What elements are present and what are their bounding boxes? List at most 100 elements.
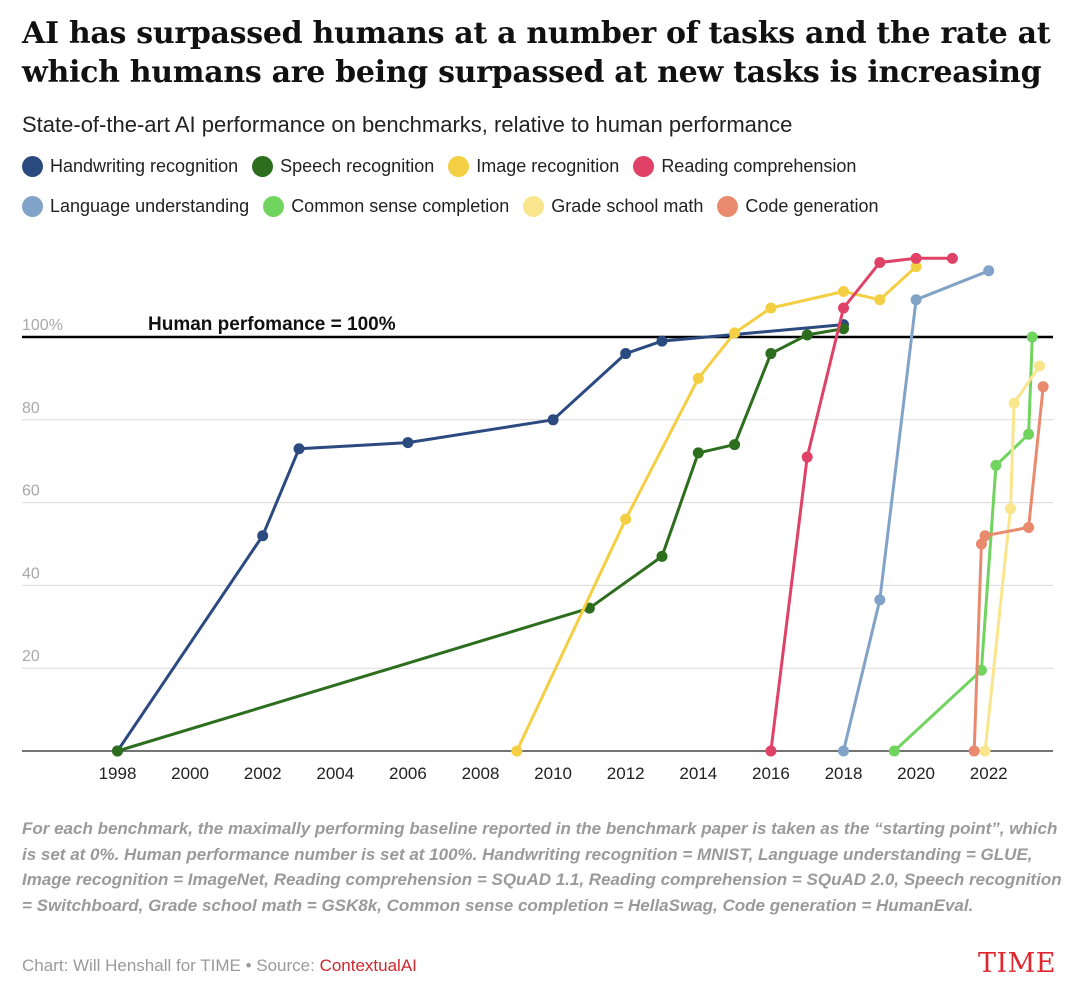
- point-reading-comprehension-3: [874, 256, 886, 268]
- x-tick-label-2018: 2018: [825, 764, 863, 783]
- point-code-generation-3: [1023, 521, 1035, 533]
- legend-label: Handwriting recognition: [50, 155, 239, 176]
- point-code-generation-1: [975, 538, 987, 550]
- legend-item-code-generation: Code generation: [717, 195, 879, 217]
- y-tick-label-100: 100%: [22, 317, 63, 334]
- x-tick-label-2020: 2020: [897, 764, 935, 783]
- point-speech-recognition-4: [729, 439, 741, 451]
- x-tick-label-1998: 1998: [99, 764, 137, 783]
- point-speech-recognition-5: [765, 348, 777, 360]
- legend-item-image-recognition: Image recognition: [448, 155, 620, 177]
- legend-item-grade-school-math: Grade school math: [523, 195, 704, 217]
- point-image-recognition-5: [838, 285, 849, 297]
- point-language-understanding-0: [838, 745, 849, 757]
- x-tick-label-2012: 2012: [607, 764, 645, 783]
- point-language-understanding-3: [983, 265, 995, 277]
- credit-text: Chart: Will Henshall for TIME • Source:: [22, 956, 320, 975]
- point-reading-comprehension-0: [765, 745, 777, 757]
- legend-label: Reading comprehension: [661, 155, 857, 176]
- y-tick-label-80: 80: [22, 400, 40, 417]
- legend-swatch-reading-comprehension: [633, 155, 655, 177]
- point-handwriting-recognition-3: [402, 437, 414, 449]
- legend-swatch-grade-school-math: [523, 195, 545, 217]
- point-code-generation-4: [1037, 381, 1049, 393]
- point-code-generation-0: [968, 745, 980, 757]
- x-tick-label-2000: 2000: [171, 764, 209, 783]
- human-performance-label: Human perfomance = 100%: [148, 314, 396, 335]
- point-reading-comprehension-2: [838, 302, 849, 314]
- series-line-handwriting-recognition: [116, 323, 845, 753]
- y-tick-label-20: 20: [22, 648, 40, 665]
- legend-label: Code generation: [745, 195, 879, 216]
- time-logo: TIME: [977, 948, 1056, 979]
- point-handwriting-recognition-4: [547, 414, 559, 426]
- point-common-sense-completion-3: [1023, 428, 1035, 440]
- legend-swatch-handwriting-recognition: [22, 155, 43, 177]
- series-line-image-recognition: [515, 265, 918, 753]
- point-image-recognition-7: [910, 261, 922, 273]
- y-tick-label-40: 40: [22, 565, 40, 582]
- point-speech-recognition-3: [692, 447, 704, 459]
- point-grade-school-math-1: [1004, 503, 1016, 515]
- x-tick-label-2002: 2002: [244, 764, 282, 783]
- legend-swatch-speech-recognition: [252, 155, 274, 177]
- legend-swatch-language-understanding: [22, 195, 43, 217]
- point-grade-school-math-0: [979, 745, 991, 757]
- x-tick-label-2016: 2016: [752, 764, 790, 783]
- x-tick-label-2014: 2014: [679, 764, 717, 783]
- point-handwriting-recognition-1: [257, 530, 269, 542]
- point-reading-comprehension-5: [946, 252, 958, 264]
- legend-label: Common sense completion: [291, 195, 510, 216]
- point-common-sense-completion-0: [888, 745, 900, 757]
- legend-item-language-understanding: Language understanding: [22, 195, 250, 217]
- point-grade-school-math-3: [1034, 360, 1046, 372]
- legend-label: Image recognition: [476, 155, 620, 176]
- point-code-generation-2: [979, 530, 991, 542]
- credit-line: Chart: Will Henshall for TIME • Source: …: [22, 956, 417, 976]
- x-tick-label-2004: 2004: [316, 764, 354, 783]
- point-speech-recognition-2: [656, 550, 668, 562]
- point-image-recognition-1: [620, 513, 632, 525]
- x-tick-label-2006: 2006: [389, 764, 427, 783]
- point-image-recognition-6: [874, 294, 886, 306]
- point-language-understanding-1: [874, 594, 886, 606]
- point-handwriting-recognition-5: [620, 348, 632, 360]
- series-line-language-understanding: [842, 269, 991, 753]
- x-tick-label-2010: 2010: [534, 764, 572, 783]
- point-speech-recognition-7: [838, 323, 849, 335]
- point-handwriting-recognition-6: [656, 335, 668, 347]
- chart-title: AI has surpassed humans at a number of t…: [22, 16, 1051, 90]
- legend-item-reading-comprehension: Reading comprehension: [633, 155, 857, 177]
- point-language-understanding-2: [910, 294, 922, 306]
- legend-item-common-sense-completion: Common sense completion: [263, 195, 510, 217]
- point-image-recognition-4: [765, 302, 777, 314]
- point-speech-recognition-0: [112, 745, 123, 757]
- point-speech-recognition-6: [801, 329, 813, 341]
- legend-swatch-code-generation: [717, 195, 739, 217]
- legend-label: Language understanding: [50, 195, 250, 216]
- source-link[interactable]: ContextualAI: [319, 956, 417, 975]
- legend-row: Language understanding Common sense compl…: [22, 190, 1062, 222]
- point-image-recognition-3: [729, 327, 741, 339]
- point-reading-comprehension-1: [801, 451, 813, 463]
- point-grade-school-math-2: [1008, 397, 1020, 409]
- x-tick-label-2022: 2022: [970, 764, 1008, 783]
- series-line-speech-recognition: [116, 327, 845, 753]
- point-handwriting-recognition-2: [293, 443, 305, 455]
- legend-label: Grade school math: [551, 195, 704, 216]
- legend-swatch-image-recognition: [448, 155, 470, 177]
- y-tick-label-60: 60: [22, 483, 40, 500]
- point-common-sense-completion-4: [1026, 331, 1038, 343]
- legend: Handwriting recognition Speech recognitio…: [22, 150, 1062, 230]
- x-tick-label-2008: 2008: [462, 764, 500, 783]
- legend-item-handwriting-recognition: Handwriting recognition: [22, 155, 239, 177]
- point-common-sense-completion-1: [975, 664, 987, 676]
- footnote: For each benchmark, the maximally perfor…: [22, 819, 1062, 915]
- series-line-code-generation: [972, 385, 1045, 753]
- point-image-recognition-0: [511, 745, 523, 757]
- point-common-sense-completion-2: [990, 459, 1002, 471]
- legend-label: Speech recognition: [280, 155, 435, 176]
- legend-row: Handwriting recognition Speech recognitio…: [22, 150, 1062, 182]
- point-image-recognition-2: [692, 372, 704, 384]
